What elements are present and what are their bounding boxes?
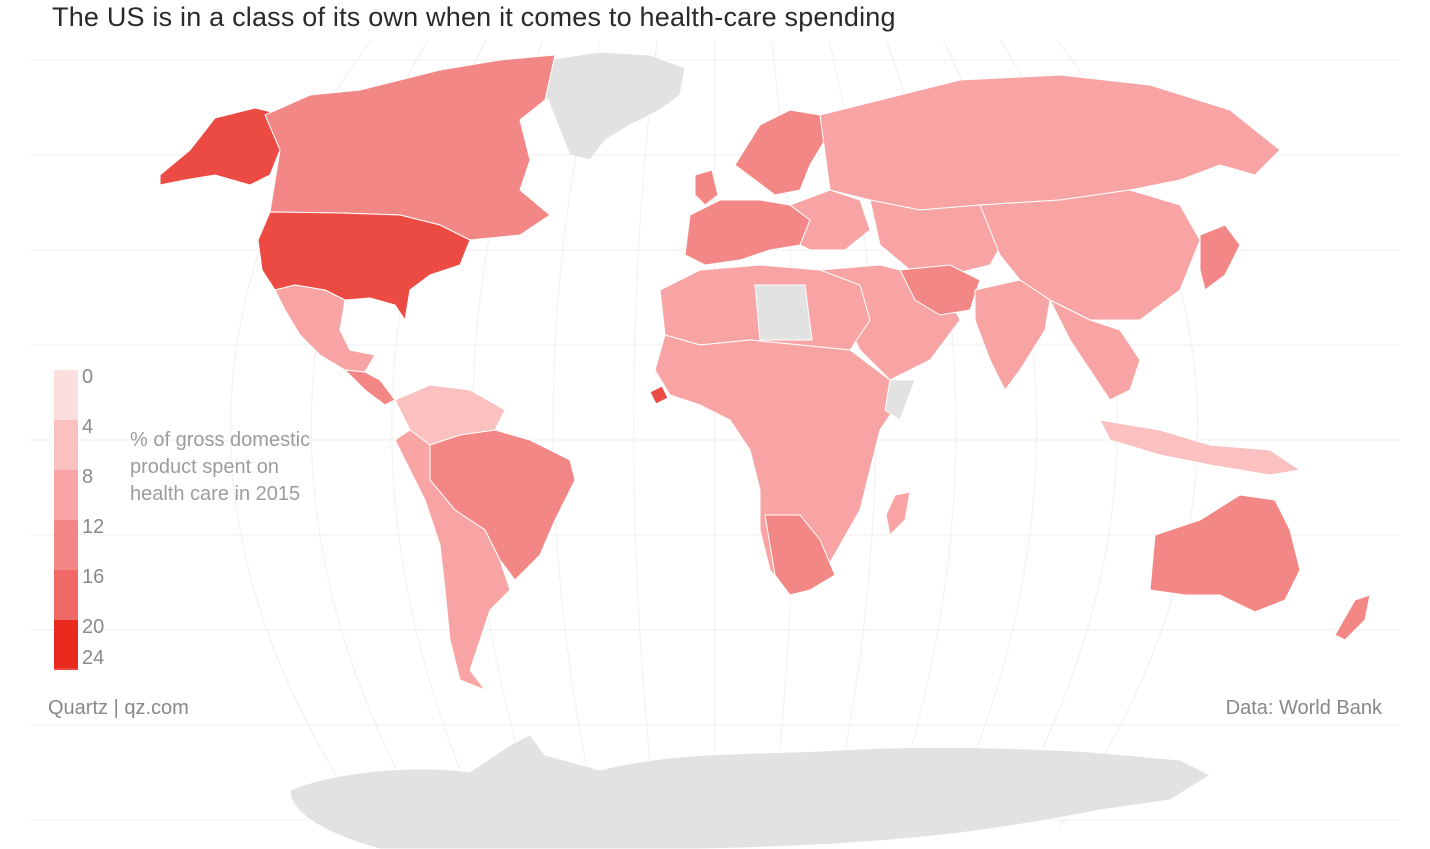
region-south-america-west[interactable] xyxy=(394,429,511,692)
credit-text: Quartz | qz.com xyxy=(48,697,189,719)
legend-title-line: product spent on xyxy=(130,456,279,478)
region-central-america[interactable] xyxy=(343,369,396,406)
region-india[interactable] xyxy=(974,279,1051,391)
region-central-asia[interactable] xyxy=(869,199,1011,276)
region-libya[interactable] xyxy=(754,284,813,341)
region-southern-africa[interactable] xyxy=(764,514,836,596)
legend-tick-label: 0 xyxy=(82,366,94,388)
region-indonesia[interactable] xyxy=(1099,419,1302,476)
region-china[interactable] xyxy=(979,189,1201,321)
legend-tick-label: 4 xyxy=(82,416,94,438)
legend-title-line: health care in 2015 xyxy=(130,483,301,505)
legend-tick-label: 12 xyxy=(82,516,105,538)
region-antarctica[interactable] xyxy=(289,734,1212,849)
region-western-europe[interactable] xyxy=(684,199,811,266)
legend-tick-label: 8 xyxy=(82,466,94,488)
legend-scale: 0 4 8 12 16 20 24 xyxy=(54,367,104,670)
chart-title: The US is in a class of its own when it … xyxy=(52,2,896,32)
legend-color-bin xyxy=(54,520,78,570)
region-greenland[interactable] xyxy=(529,51,686,161)
region-eastern-europe[interactable] xyxy=(788,189,871,251)
legend-color-bin xyxy=(54,620,78,668)
legend-title-line: % of gross domestic xyxy=(130,429,311,451)
region-uk[interactable] xyxy=(694,169,719,206)
legend-color-bin xyxy=(54,470,78,520)
graticule-meridian xyxy=(552,39,601,831)
region-somalia[interactable] xyxy=(884,379,916,421)
legend-tick-label: 16 xyxy=(82,566,105,588)
region-alaska[interactable] xyxy=(159,107,286,186)
region-mexico[interactable] xyxy=(274,284,376,373)
graticule-meridian xyxy=(633,39,658,831)
region-australia[interactable] xyxy=(1149,494,1301,613)
source-text: Data: World Bank xyxy=(1225,697,1382,719)
region-new-zealand[interactable] xyxy=(1334,594,1371,641)
legend-color-bin xyxy=(54,420,78,470)
region-southeast-asia[interactable] xyxy=(1048,298,1141,401)
region-madagascar[interactable] xyxy=(885,491,911,537)
legend-title: % of gross domestic product spent on hea… xyxy=(130,427,390,508)
region-russia[interactable] xyxy=(819,74,1281,211)
legend-tick-label: 20 xyxy=(82,616,105,638)
region-scandinavia[interactable] xyxy=(734,109,826,196)
legend-color-bin xyxy=(54,370,78,420)
region-united-states[interactable] xyxy=(257,211,471,322)
region-iran[interactable] xyxy=(899,264,981,316)
region-japan[interactable] xyxy=(1199,224,1241,291)
legend-tick-label: 24 xyxy=(82,647,105,669)
legend-color-bin xyxy=(54,570,78,620)
region-sierra-leone[interactable] xyxy=(649,385,669,405)
